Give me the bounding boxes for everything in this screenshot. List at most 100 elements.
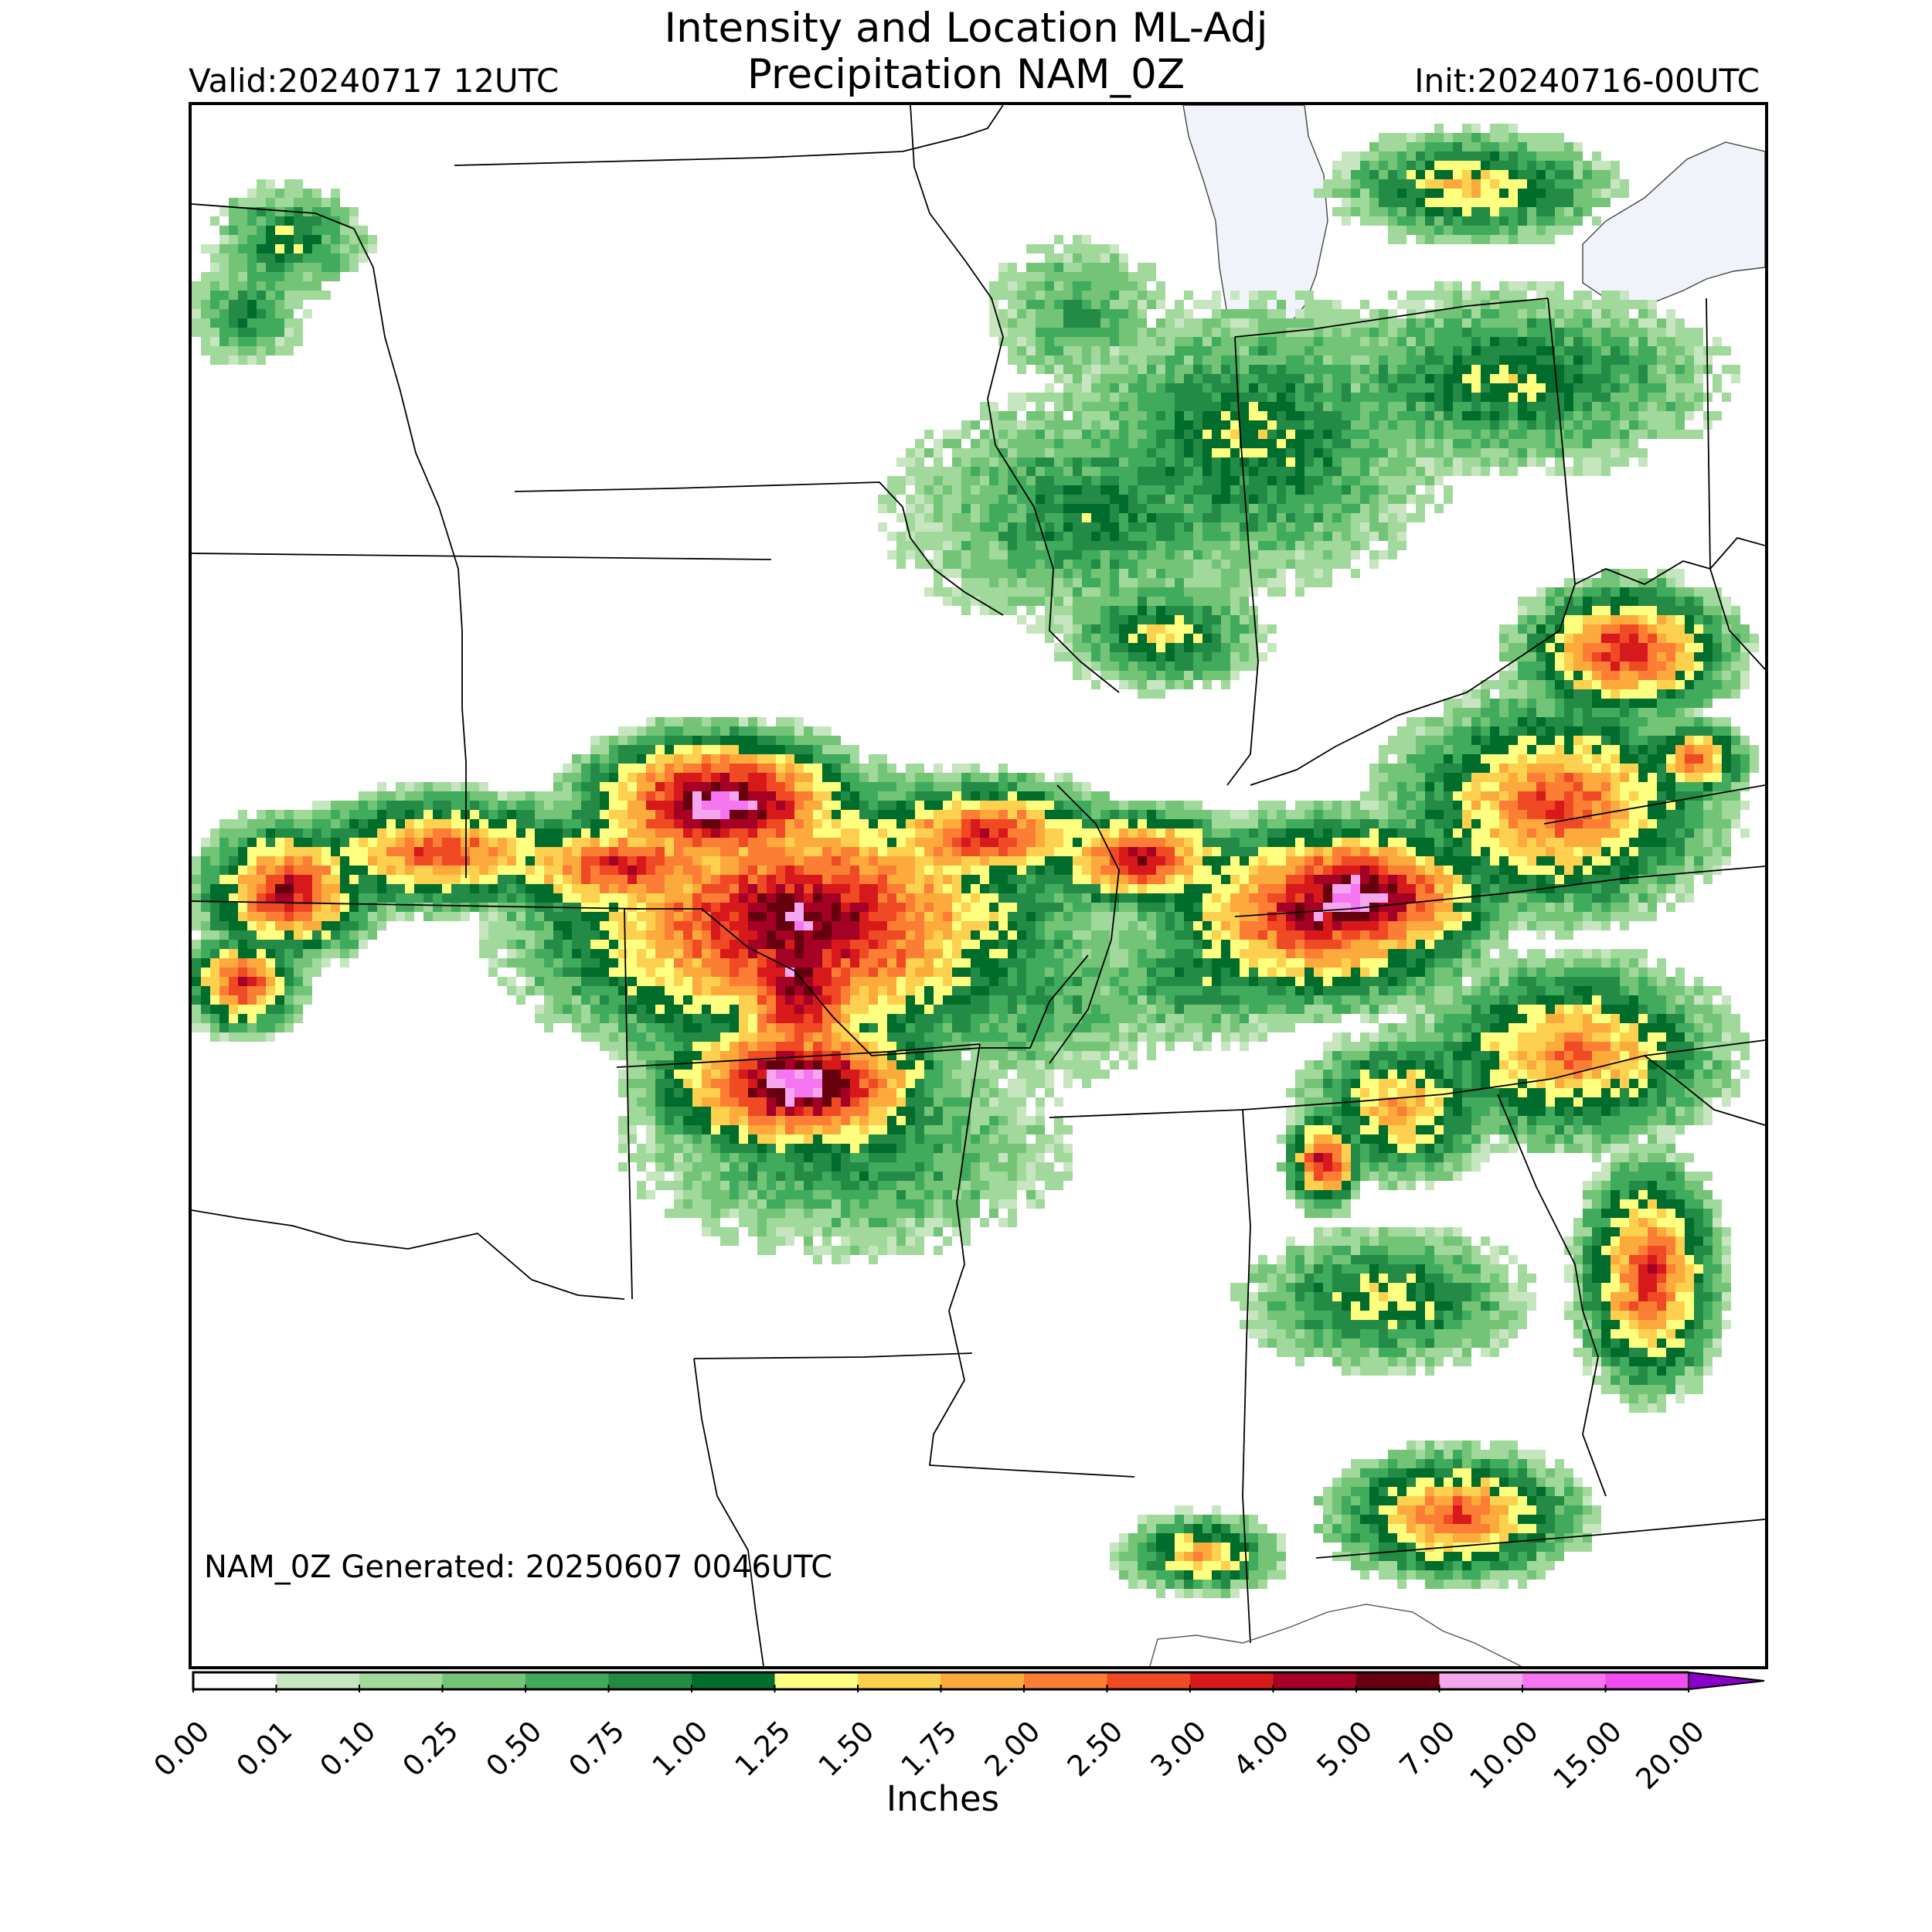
precip-cell [1425, 226, 1434, 235]
precip-cell [1212, 430, 1221, 439]
precip-cell [1434, 300, 1444, 309]
precip-cell [1017, 587, 1026, 597]
precip-cell [1601, 383, 1611, 393]
precip-cell [1008, 819, 1017, 828]
precip-cell [386, 791, 396, 801]
precip-cell [1184, 448, 1193, 457]
precip-cell [1100, 467, 1110, 476]
precip-cell [1008, 485, 1017, 495]
precip-cell [1138, 606, 1147, 615]
precip-cell [1360, 393, 1369, 402]
precip-cell [461, 782, 470, 791]
precip-cell [1193, 402, 1202, 411]
precip-cell [1518, 773, 1527, 782]
precip-cell [479, 810, 488, 819]
precip-cell [1165, 810, 1175, 819]
precip-cell [1277, 838, 1286, 847]
precip-cell [1444, 457, 1453, 467]
precip-cell [1175, 402, 1184, 411]
precip-cell [303, 810, 312, 819]
precip-cell [1536, 235, 1546, 244]
precip-cell [1128, 615, 1138, 624]
precip-cell [1592, 828, 1601, 838]
precip-cell [906, 838, 915, 847]
precip-cell [1295, 504, 1304, 513]
precip-cell [748, 791, 757, 801]
precip-cell [1666, 791, 1675, 801]
precip-cell [1490, 393, 1499, 402]
precip-cell [331, 189, 340, 198]
precip-cell [581, 810, 590, 819]
precip-cell [1369, 522, 1379, 532]
precip-cell [1110, 476, 1119, 485]
precip-cell [303, 235, 312, 244]
precip-cell [1388, 291, 1397, 300]
precip-cell [1156, 485, 1165, 495]
precip-cell [1323, 309, 1332, 318]
precip-cell [266, 198, 275, 207]
precip-cell [1036, 838, 1045, 847]
precip-cell [1267, 838, 1277, 847]
precip-cell [377, 819, 386, 828]
precip-cell [1323, 393, 1332, 402]
map-title-line1: Intensity and Location ML-Adj [664, 5, 1268, 52]
precip-cell [1295, 346, 1304, 355]
precip-cell [1212, 448, 1221, 457]
precip-cell [989, 541, 998, 550]
precip-cell [1453, 133, 1462, 142]
precip-cell [1638, 680, 1648, 689]
precip-cell [1379, 448, 1388, 457]
precip-cell [1685, 680, 1694, 689]
precip-cell [1138, 300, 1147, 309]
precip-cell [1128, 643, 1138, 652]
precip-cell [488, 819, 498, 828]
precip-cell [572, 773, 581, 782]
precip-cell [1138, 495, 1147, 504]
precip-cell [1138, 430, 1147, 439]
precip-cell [396, 819, 405, 828]
precip-cell [739, 773, 748, 782]
precip-cell [1685, 745, 1694, 754]
precip-cell [1379, 179, 1388, 189]
precip-cell [1546, 402, 1555, 411]
precip-cell [785, 773, 794, 782]
precip-cell [1527, 328, 1536, 337]
precip-cell [1555, 318, 1564, 328]
precip-cell [1722, 828, 1731, 838]
precip-cell [1703, 662, 1713, 671]
precip-cell [1444, 402, 1453, 411]
precip-cell [192, 318, 201, 328]
precip-cell [1416, 170, 1425, 179]
precip-cell [628, 828, 637, 838]
precip-cell [1601, 411, 1611, 420]
precip-cell [1555, 699, 1564, 708]
precip-cell [1546, 764, 1555, 773]
precip-cell [1119, 662, 1128, 671]
precip-cell [1082, 495, 1091, 504]
precip-cell [1527, 754, 1536, 764]
precip-cell [1601, 291, 1611, 300]
precip-cell [1536, 189, 1546, 198]
precip-cell [1128, 569, 1138, 578]
precip-cell [1601, 402, 1611, 411]
precip-cell [1740, 671, 1750, 680]
precip-cell [1008, 782, 1017, 791]
precip-cell [1073, 439, 1082, 448]
precip-cell [359, 819, 368, 828]
precip-cell [1304, 365, 1314, 374]
precip-cell [1314, 189, 1323, 198]
precip-cell [952, 810, 961, 819]
precip-cell [739, 828, 748, 838]
precip-cell [312, 838, 321, 847]
precip-cell [1564, 773, 1573, 782]
precip-cell [720, 819, 730, 828]
precip-cell [1026, 597, 1036, 606]
precip-cell [210, 263, 219, 272]
precip-cell [1017, 810, 1026, 819]
precip-cell [878, 819, 887, 828]
precip-cell [841, 745, 850, 754]
precip-cell [1573, 411, 1583, 420]
precip-cell [1323, 439, 1332, 448]
precip-cell [730, 754, 739, 764]
precip-cell [1518, 615, 1527, 624]
